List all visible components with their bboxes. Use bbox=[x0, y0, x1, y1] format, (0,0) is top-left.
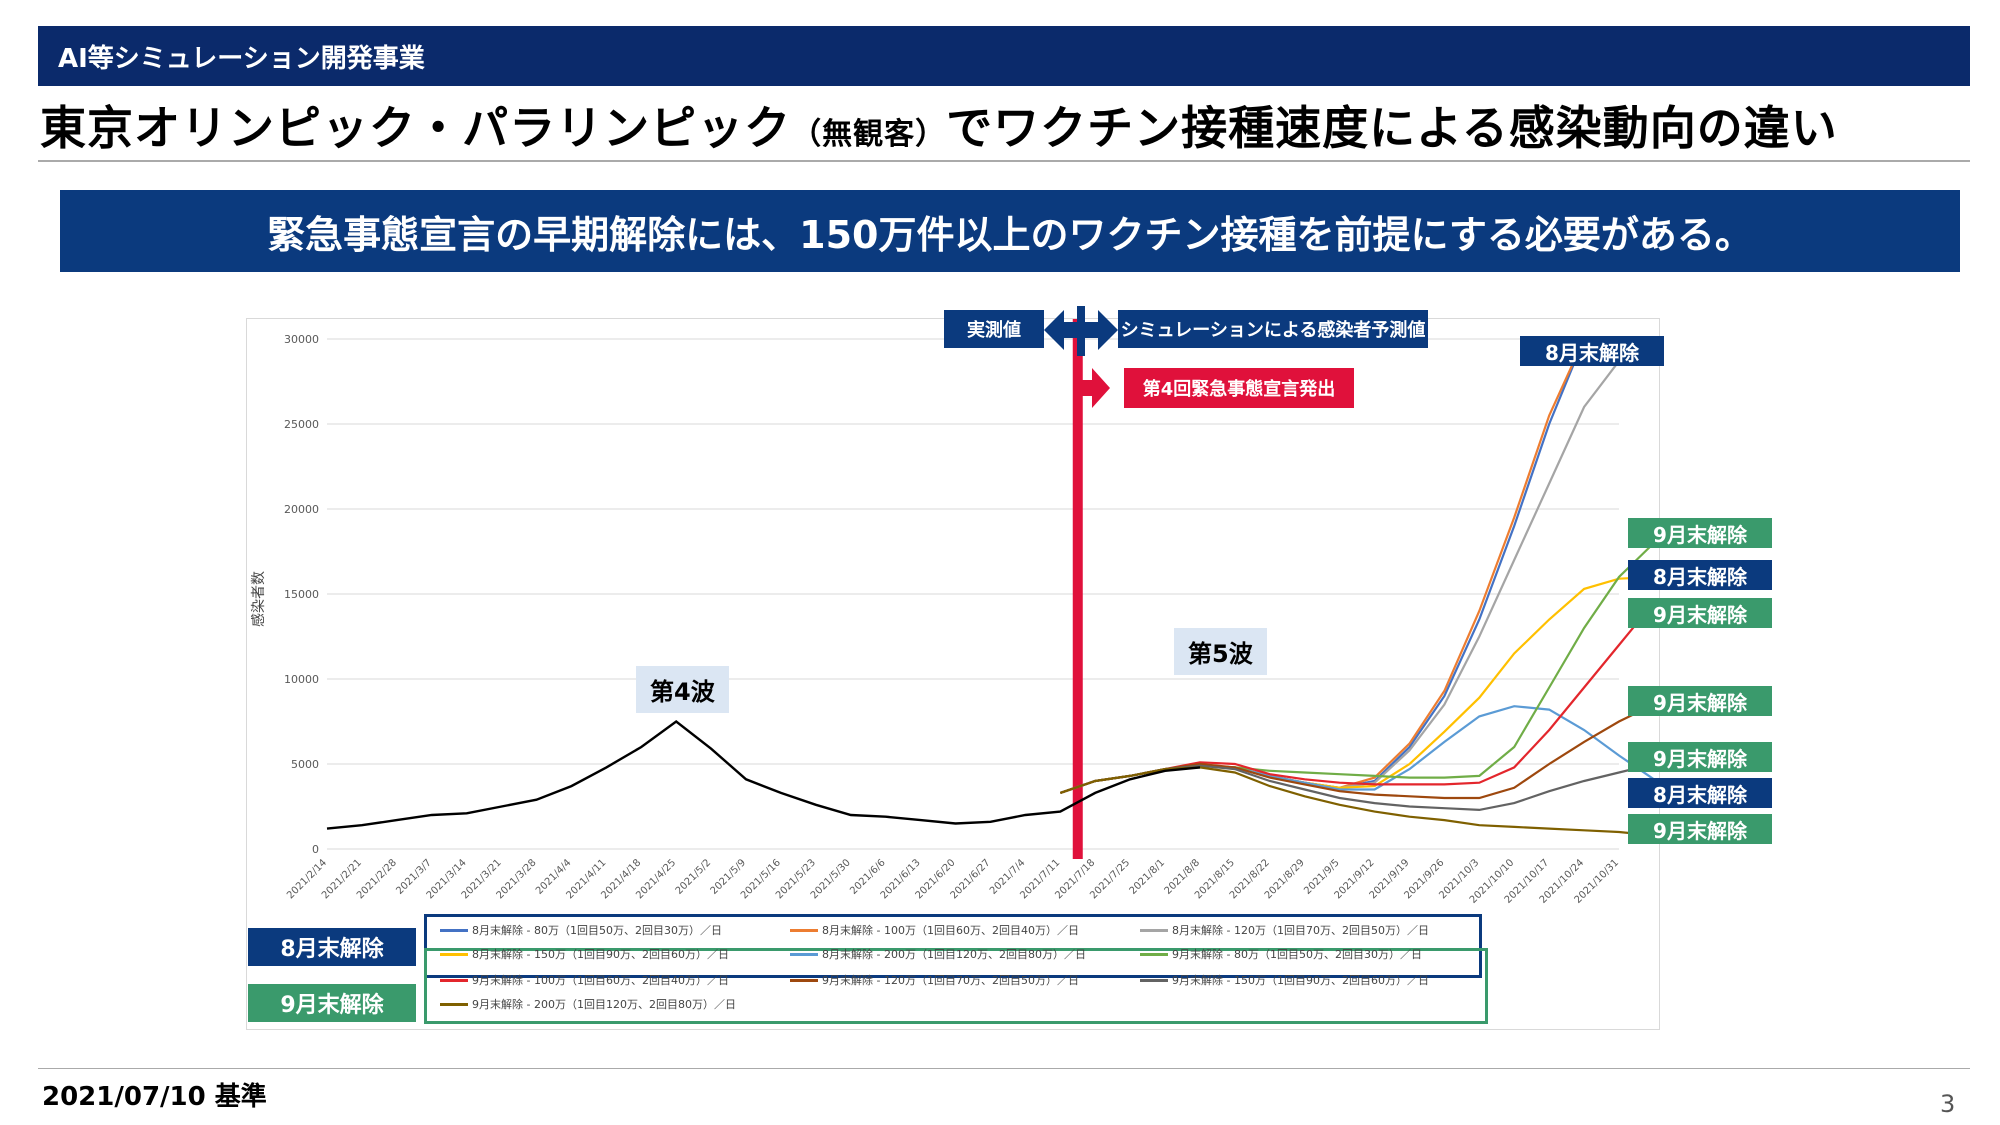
series-line-3 bbox=[1059, 360, 1620, 794]
footer-divider bbox=[38, 1068, 1970, 1069]
declaration-arrow-icon bbox=[1080, 368, 1110, 408]
legend-box-aug bbox=[424, 914, 1482, 978]
legend-swatch bbox=[1140, 952, 1168, 956]
y-tick-label: 30000 bbox=[284, 333, 319, 346]
y-tick-label: 5000 bbox=[291, 758, 319, 771]
legend-item-6: 9月末解除 - 80万（1回目50万、2回目30万）／日 bbox=[1140, 946, 1422, 962]
declaration-marker bbox=[1072, 319, 1083, 859]
y-tick-label: 10000 bbox=[284, 673, 319, 686]
simulated-label: シミュレーションによる感染者予測値 bbox=[1118, 310, 1428, 348]
series-line-10 bbox=[1059, 766, 1655, 837]
release-label-1: 8月末解除 bbox=[1520, 336, 1664, 366]
legend-text: 9月末解除 - 80万（1回目50万、2回目30万）／日 bbox=[1172, 948, 1422, 961]
double-arrow-icon bbox=[1044, 306, 1118, 356]
legend-item-8: 9月末解除 - 120万（1回目70万、2回目50万）／日 bbox=[790, 972, 1079, 988]
release-label-8: 9月末解除 bbox=[1628, 814, 1772, 844]
declaration-label: 第4回緊急事態宣言発出 bbox=[1124, 368, 1354, 408]
release-label-6: 9月末解除 bbox=[1628, 742, 1772, 772]
page-title-main: 東京オリンピック・パラリンピック bbox=[40, 101, 792, 155]
legend-swatch bbox=[790, 978, 818, 982]
legend-item-1: 8月末解除 - 80万（1回目50万、2回目30万）／日 bbox=[440, 922, 722, 938]
legend-item-4: 8月末解除 - 150万（1回目90万、2回目60万）／日 bbox=[440, 946, 729, 962]
legend-item-2: 8月末解除 - 100万（1回目60万、2回目40万）／日 bbox=[790, 922, 1079, 938]
legend-swatch bbox=[440, 928, 468, 932]
release-label-3: 8月末解除 bbox=[1628, 560, 1772, 590]
x-tick-label: 2021/8/1 bbox=[1128, 857, 1168, 897]
legend-swatch bbox=[1140, 978, 1168, 982]
legend-swatch bbox=[440, 1002, 468, 1006]
category-header: AI等シミュレーション開発事業 bbox=[38, 26, 1970, 86]
legend-swatch bbox=[440, 952, 468, 956]
y-tick-label: 25000 bbox=[284, 418, 319, 431]
infection-chart: 0500010000150002000025000300002021/2/142… bbox=[250, 319, 1655, 906]
key-message-text: 緊急事態宣言の早期解除には、150万件以上のワクチン接種を前提にする必要がある。 bbox=[267, 212, 1753, 257]
y-tick-label: 0 bbox=[312, 843, 319, 856]
legend-swatch bbox=[1140, 928, 1168, 932]
category-label: AI等シミュレーション開発事業 bbox=[58, 43, 425, 74]
legend-item-7: 9月末解除 - 100万（1回目60万、2回目40万）／日 bbox=[440, 972, 729, 988]
legend-swatch bbox=[790, 928, 818, 932]
legend-text: 9月末解除 - 100万（1回目60万、2回目40万）／日 bbox=[472, 974, 729, 987]
legend-item-5: 8月末解除 - 200万（1回目120万、2回目80万）／日 bbox=[790, 946, 1086, 962]
y-tick-label: 15000 bbox=[284, 588, 319, 601]
y-axis-label: 感染者数 bbox=[250, 571, 267, 627]
legend-text: 8月末解除 - 100万（1回目60万、2回目40万）／日 bbox=[822, 924, 1079, 937]
chart-frame: 0 5000 10000 15000 20000 25000 30000 2021/2/14 2… bbox=[246, 318, 1660, 1030]
series-line-4 bbox=[1059, 575, 1654, 794]
release-label-2: 9月末解除 bbox=[1628, 518, 1772, 548]
legend-item-10: 9月末解除 - 200万（1回目120万、2回目80万）／日 bbox=[440, 996, 736, 1012]
release-label-5: 9月末解除 bbox=[1628, 686, 1772, 716]
legend-swatch bbox=[790, 952, 818, 956]
wave5-label: 第5波 bbox=[1174, 628, 1267, 675]
series-line-6 bbox=[1059, 542, 1655, 794]
actual-line bbox=[326, 719, 1201, 830]
x-tick-label: 2021/5/2 bbox=[674, 857, 714, 897]
legend-text: 9月末解除 - 200万（1回目120万、2回目80万）／日 bbox=[472, 998, 736, 1011]
page-title-sub: （無観客） bbox=[791, 117, 947, 152]
legend-group-aug-label: 8月末解除 bbox=[248, 928, 416, 966]
legend-item-9: 9月末解除 - 150万（1回目90万、2回目60万）／日 bbox=[1140, 972, 1429, 988]
legend-text: 8月末解除 - 120万（1回目70万、2回目50万）／日 bbox=[1172, 924, 1429, 937]
key-message-banner: 緊急事態宣言の早期解除には、150万件以上のワクチン接種を前提にする必要がある。 bbox=[60, 190, 1960, 272]
y-tick-label: 20000 bbox=[284, 503, 319, 516]
legend-text: 8月末解除 - 150万（1回目90万、2回目60万）／日 bbox=[472, 948, 729, 961]
legend-text: 9月末解除 - 150万（1回目90万、2回目60万）／日 bbox=[1172, 974, 1429, 987]
wave4-label: 第4波 bbox=[636, 666, 729, 713]
release-label-7: 8月末解除 bbox=[1628, 778, 1772, 808]
page-title: 東京オリンピック・パラリンピック（無観客）でワクチン接種速度による感染動向の違い bbox=[40, 92, 1838, 158]
legend-group-sep-label: 9月末解除 bbox=[248, 984, 416, 1022]
legend-swatch bbox=[440, 978, 468, 982]
page-number: 3 bbox=[1940, 1090, 1956, 1118]
legend-text: 9月末解除 - 120万（1回目70万、2回目50万）／日 bbox=[822, 974, 1079, 987]
series-line-5 bbox=[1059, 705, 1655, 794]
legend-item-3: 8月末解除 - 120万（1回目70万、2回目50万）／日 bbox=[1140, 922, 1429, 938]
release-label-4: 9月末解除 bbox=[1628, 598, 1772, 628]
reference-date: 2021/07/10 基準 bbox=[42, 1082, 267, 1112]
legend-text: 8月末解除 - 80万（1回目50万、2回目30万）／日 bbox=[472, 924, 722, 937]
legend-box-sep bbox=[424, 948, 1488, 1024]
page-title-rest: でワクチン接種速度による感染動向の違い bbox=[946, 101, 1838, 155]
title-divider bbox=[38, 160, 1970, 162]
measured-label: 実測値 bbox=[944, 310, 1044, 348]
legend-text: 8月末解除 - 200万（1回目120万、2回目80万）／日 bbox=[822, 948, 1086, 961]
